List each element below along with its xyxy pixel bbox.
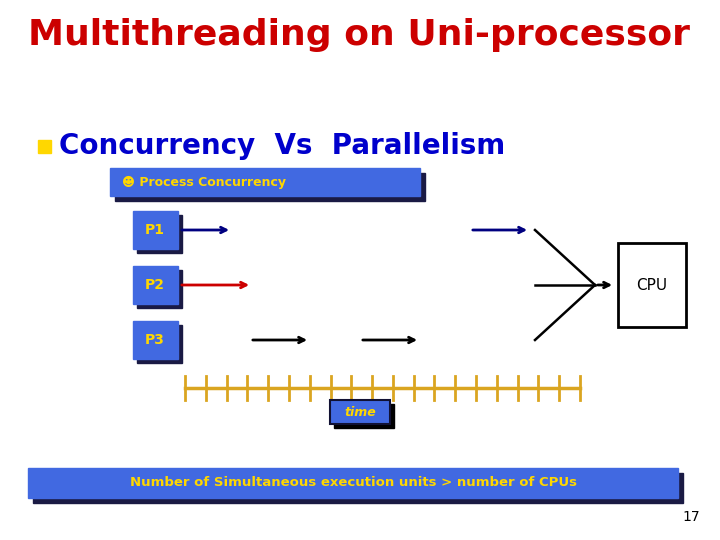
Text: P2: P2 <box>145 278 165 292</box>
Text: P1: P1 <box>145 223 165 237</box>
Bar <box>137 215 182 253</box>
Text: time: time <box>344 406 376 419</box>
Bar <box>28 468 678 498</box>
Bar <box>133 321 178 359</box>
Bar <box>110 168 420 196</box>
Bar <box>137 270 182 308</box>
Text: 17: 17 <box>683 510 700 524</box>
Bar <box>133 211 178 249</box>
Bar <box>334 404 394 428</box>
Text: P3: P3 <box>145 333 165 347</box>
Text: CPU: CPU <box>636 278 667 293</box>
Text: Concurrency  Vs  Parallelism: Concurrency Vs Parallelism <box>59 132 505 160</box>
Text: Multithreading on Uni-processor: Multithreading on Uni-processor <box>28 18 690 52</box>
Bar <box>330 400 390 424</box>
Text: ☻ Process Concurrency: ☻ Process Concurrency <box>122 176 286 188</box>
Bar <box>33 473 683 503</box>
Bar <box>38 140 51 153</box>
Bar <box>133 266 178 304</box>
Bar <box>115 173 425 201</box>
Text: Number of Simultaneous execution units > number of CPUs: Number of Simultaneous execution units >… <box>130 476 577 489</box>
Bar <box>137 325 182 363</box>
Bar <box>618 243 686 327</box>
